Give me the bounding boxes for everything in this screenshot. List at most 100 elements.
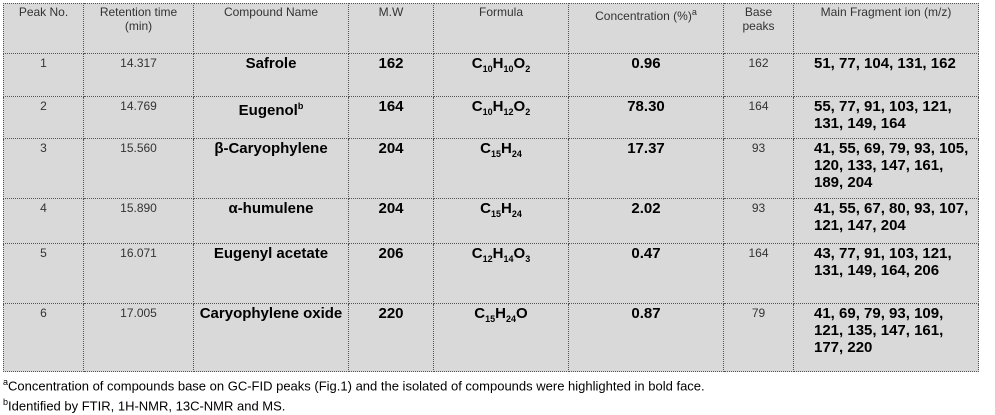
cell: 206 — [348, 243, 434, 304]
table-row: 3 15.560 β-Caryophylene 204 C15H24 17.37 93 41,… — [3, 138, 979, 199]
formula-cell: C12H14O3 — [433, 243, 569, 304]
table-body: 1 14.317 Safrole 162 C10H10O2 0.96 162 51, 77, … — [3, 53, 979, 372]
compound-cell: Eugenyl acetate — [193, 243, 349, 304]
table-row: 6 17.005 Caryophylene oxide 220 C15H24O 0.87 7… — [3, 303, 979, 372]
cell: 164 — [723, 243, 794, 304]
cell: 55, 77, 91, 103, 121, 131, 149, 164 — [793, 96, 979, 139]
formula-subscript: 24 — [511, 149, 522, 159]
header-cell: Peak No. — [3, 3, 84, 54]
compound-name: Safrole — [245, 55, 297, 72]
cell: 204 — [348, 198, 434, 244]
footnote-mark: b — [297, 101, 304, 111]
header-cell: M.W — [348, 3, 434, 54]
cell: 14.317 — [83, 53, 194, 97]
formula-element: C — [474, 305, 486, 322]
formula-subscript: 10 — [482, 64, 493, 74]
cell: 16.071 — [83, 243, 194, 304]
formula-cell: C15H24 — [433, 138, 569, 199]
compound-cell: α-humulene — [193, 198, 349, 244]
formula-subscript: 15 — [485, 314, 496, 324]
formula-element: C — [471, 55, 483, 72]
cell: 4 — [3, 198, 84, 244]
cell: 41, 55, 69, 79, 93, 105, 120, 133, 147, … — [793, 138, 979, 199]
cell: 162 — [723, 53, 794, 97]
cell: 6 — [3, 303, 84, 372]
footnote-text: Concentration of compounds base on GC-FI… — [8, 378, 705, 394]
compound-cell: Caryophylene oxide — [193, 303, 349, 372]
cell: 5 — [3, 243, 84, 304]
table-row: 2 14.769 Eugenolb 164 C10H12O2 78.30 164 55, 77… — [3, 96, 979, 139]
document: Peak No. Retention time (min) Compound Nam… — [3, 3, 979, 415]
table-row: 5 16.071 Eugenyl acetate 206 C12H14O3 0.47 164… — [3, 243, 979, 304]
compound-name: α-humulene — [228, 200, 314, 217]
cell: 3 — [3, 138, 84, 199]
data-table: Peak No. Retention time (min) Compound Nam… — [3, 3, 979, 372]
formula-cell: C15H24O — [433, 303, 569, 372]
cell: 93 — [723, 138, 794, 199]
cell: 41, 55, 67, 80, 93, 107, 121, 147, 204 — [793, 198, 979, 244]
formula-subscript: 10 — [482, 107, 493, 117]
table-row: 4 15.890 α-humulene 204 C15H24 2.02 93 41, 55, … — [3, 198, 979, 244]
footnotes: aConcentration of compounds base on GC-F… — [3, 374, 978, 415]
header-cell: Formula — [433, 3, 569, 54]
cell: 0.47 — [568, 243, 724, 304]
footnote: aConcentration of compounds base on GC-F… — [3, 374, 978, 394]
compound-name: Eugenyl acetate — [213, 245, 329, 262]
formula-element: C — [480, 140, 491, 157]
cell: 2 — [3, 96, 84, 139]
header-text: Concentration (%) — [595, 9, 692, 23]
compound-cell: β-Caryophylene — [193, 138, 349, 199]
footnote-mark: a — [691, 7, 697, 17]
compound-name: β-Caryophylene — [214, 140, 328, 157]
cell: 0.87 — [568, 303, 724, 372]
formula-element: H — [492, 245, 504, 262]
footnote-text: Identified by FTIR, 1H-NMR, 13C-NMR and … — [8, 398, 286, 414]
formula-element: O — [513, 55, 526, 72]
header-cell: Main Fragment ion (m/z) — [793, 3, 979, 54]
compound-name: Eugenol — [238, 102, 298, 119]
cell: 93 — [723, 198, 794, 244]
cell: 162 — [348, 53, 434, 97]
formula-element: H — [495, 305, 506, 322]
footnote: bIdentified by FTIR, 1H-NMR, 13C-NMR and… — [3, 394, 978, 414]
formula-element: H — [501, 200, 512, 217]
formula-subscript: 2 — [525, 64, 531, 74]
formula-element: O — [513, 245, 526, 262]
cell: 78.30 — [568, 96, 724, 139]
formula-subscript: 12 — [503, 107, 514, 117]
formula-element: O — [516, 305, 528, 322]
formula-subscript: 15 — [490, 149, 501, 159]
cell: 15.890 — [83, 198, 194, 244]
formula-cell: C10H12O2 — [433, 96, 569, 139]
formula-element: C — [471, 98, 483, 115]
footnote-mark: b — [3, 397, 9, 408]
formula-subscript: 24 — [511, 209, 522, 219]
formula-subscript: 12 — [482, 254, 493, 264]
cell: 1 — [3, 53, 84, 97]
header-row: Peak No. Retention time (min) Compound Nam… — [3, 3, 979, 54]
formula-subscript: 14 — [503, 254, 514, 264]
cell: 17.37 — [568, 138, 724, 199]
formula-cell: C10H10O2 — [433, 53, 569, 97]
formula-subscript: 24 — [506, 314, 517, 324]
cell: 164 — [723, 96, 794, 139]
formula-cell: C15H24 — [433, 198, 569, 244]
cell: 164 — [348, 96, 434, 139]
cell: 41, 69, 79, 93, 109, 121, 135, 147, 161,… — [793, 303, 979, 372]
compound-cell: Eugenolb — [193, 96, 349, 139]
cell: 43, 77, 91, 103, 121, 131, 149, 164, 206 — [793, 243, 979, 304]
formula-subscript: 10 — [503, 64, 514, 74]
cell: 15.560 — [83, 138, 194, 199]
formula-element: O — [513, 98, 526, 115]
compound-cell: Safrole — [193, 53, 349, 97]
table-row: 1 14.317 Safrole 162 C10H10O2 0.96 162 51, 77, … — [3, 53, 979, 97]
cell: 14.769 — [83, 96, 194, 139]
cell: 17.005 — [83, 303, 194, 372]
cell: 51, 77, 104, 131, 162 — [793, 53, 979, 97]
cell: 79 — [723, 303, 794, 372]
formula-element: H — [492, 98, 504, 115]
cell: 2.02 — [568, 198, 724, 244]
cell: 204 — [348, 138, 434, 199]
header-cell: Base peaks — [723, 3, 794, 54]
